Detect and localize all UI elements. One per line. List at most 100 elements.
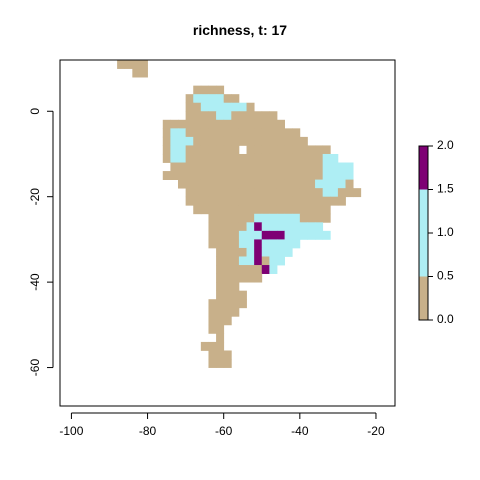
map-cell	[246, 213, 255, 223]
map-cell	[254, 162, 263, 172]
map-cell	[223, 247, 232, 257]
map-cell	[246, 145, 255, 155]
y-axis: 0 -20 -40 -60	[28, 108, 54, 376]
y-tick-label: -20	[28, 188, 42, 206]
map-cell	[337, 188, 346, 198]
map-cell	[246, 102, 255, 112]
map-cell	[216, 188, 225, 198]
map-cell	[208, 341, 217, 351]
legend-tick-label: 0.5	[437, 269, 454, 283]
map-cell	[307, 196, 316, 206]
map-cell	[231, 162, 240, 172]
map-cell	[269, 205, 278, 215]
map-cell	[185, 128, 194, 138]
x-axis: -100 -80 -60 -40 -20	[59, 412, 385, 438]
map-cell	[261, 136, 270, 146]
map-cell	[322, 230, 331, 240]
map-cell	[269, 162, 278, 172]
map-cell	[216, 359, 225, 368]
map-cell	[223, 94, 232, 104]
map-cell	[208, 205, 217, 215]
map-cell	[170, 171, 179, 180]
map-cell	[231, 196, 240, 206]
map-cell	[132, 68, 141, 78]
map-cell	[292, 239, 301, 249]
map-cell	[238, 256, 247, 266]
map-cell	[193, 205, 202, 215]
map-cell	[238, 290, 247, 300]
map-cell	[269, 188, 278, 198]
map-cell	[231, 282, 240, 292]
map-cell	[231, 171, 240, 180]
map-cell	[132, 60, 141, 69]
map-cell	[276, 213, 285, 223]
map-cell	[261, 153, 270, 163]
map-cell	[254, 247, 263, 257]
map-cell	[238, 230, 247, 240]
map-cell	[231, 213, 240, 223]
map-cell	[292, 205, 301, 215]
map-cell	[193, 162, 202, 172]
map-cell	[261, 171, 270, 180]
map-cell	[200, 205, 209, 215]
map-cell	[200, 111, 209, 121]
map-cell	[299, 205, 308, 215]
map-cell	[246, 162, 255, 172]
map-cell	[170, 145, 179, 155]
map-cell	[315, 179, 324, 189]
map-cell	[246, 136, 255, 146]
map-cell	[178, 145, 187, 155]
map-cell	[246, 230, 255, 240]
map-cell	[315, 171, 324, 180]
map-cell	[231, 111, 240, 121]
map-cell	[238, 136, 247, 146]
map-cell	[193, 128, 202, 138]
map-cell	[254, 256, 263, 266]
map-cell	[254, 222, 263, 232]
map-cell	[276, 153, 285, 163]
map-cell	[200, 162, 209, 172]
map-cell	[238, 196, 247, 206]
map-cell	[299, 188, 308, 198]
map-cell	[185, 119, 194, 129]
map-cell	[216, 350, 225, 360]
map-cell	[276, 247, 285, 257]
map-cell	[315, 145, 324, 155]
map-cell	[223, 111, 232, 121]
map-cell	[231, 188, 240, 198]
map-cell	[276, 162, 285, 172]
map-cell	[254, 196, 263, 206]
map-cell	[193, 179, 202, 189]
legend-tick-label: 2.0	[437, 138, 454, 152]
map-cell	[238, 265, 247, 274]
map-cell	[261, 162, 270, 172]
map-cell	[238, 179, 247, 189]
map-cell	[185, 153, 194, 163]
map-cell	[231, 128, 240, 138]
map-cell	[330, 162, 339, 172]
map-cell	[208, 196, 217, 206]
map-cell	[284, 239, 293, 249]
map-cell	[139, 60, 148, 69]
map-cell	[238, 111, 247, 121]
map-cell	[208, 230, 217, 240]
map-cell	[223, 316, 232, 326]
map-cell	[216, 222, 225, 232]
map-cell	[315, 162, 324, 172]
map-cell	[246, 119, 255, 129]
map-cell	[246, 171, 255, 180]
map-cell	[261, 205, 270, 215]
map-cell	[216, 324, 225, 334]
map-cell	[307, 222, 316, 232]
map-cell	[223, 239, 232, 249]
map-cell	[299, 230, 308, 240]
map-cell	[276, 222, 285, 232]
map-cell	[200, 102, 209, 112]
map-cell	[315, 205, 324, 215]
map-cell	[208, 239, 217, 249]
map-cell	[208, 307, 217, 317]
map-cell	[216, 196, 225, 206]
map-cell	[261, 128, 270, 138]
map-cell	[307, 162, 316, 172]
map-cell	[269, 119, 278, 129]
